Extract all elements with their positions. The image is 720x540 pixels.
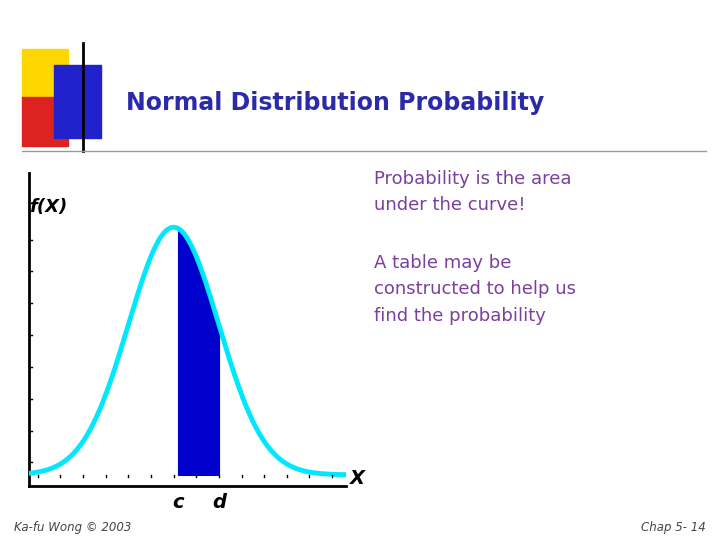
Text: f(X): f(X) — [29, 199, 67, 217]
Text: Chap 5- 14: Chap 5- 14 — [641, 521, 706, 534]
Text: Probability is the area
under the curve!: Probability is the area under the curve! — [374, 170, 572, 214]
Text: d: d — [212, 494, 226, 512]
Text: X: X — [350, 469, 365, 488]
Text: A table may be
constructed to help us
find the probability: A table may be constructed to help us fi… — [374, 254, 577, 325]
Text: Ka-fu Wong © 2003: Ka-fu Wong © 2003 — [14, 521, 132, 534]
Text: c: c — [172, 494, 184, 512]
Text: Normal Distribution Probability: Normal Distribution Probability — [126, 91, 544, 114]
